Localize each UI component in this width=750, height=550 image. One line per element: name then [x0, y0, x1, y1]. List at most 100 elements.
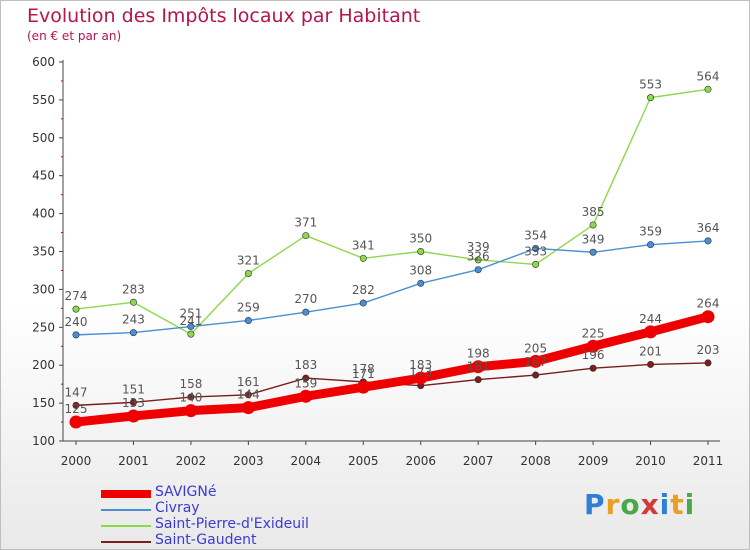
x-tick-label: 2000: [61, 454, 92, 468]
data-label: 198: [467, 347, 490, 361]
y-tick-label: 200: [32, 358, 55, 372]
legend-label: Saint-Pierre-d'Exideuil: [155, 516, 309, 532]
data-point: [129, 398, 137, 406]
data-label: 171: [352, 367, 375, 381]
data-point: [187, 323, 195, 331]
data-point: [69, 415, 83, 429]
y-tick-label: 600: [32, 55, 55, 69]
chart-title: Evolution des Impôts locaux par Habitant: [27, 5, 421, 27]
data-label: 181: [467, 360, 490, 374]
data-point: [532, 371, 540, 379]
data-point: [704, 359, 712, 367]
data-label: 133: [122, 396, 145, 410]
x-tick-label: 2009: [578, 454, 609, 468]
logo-letter: r: [605, 488, 621, 521]
data-point: [647, 94, 655, 102]
x-tick-label: 2008: [520, 454, 551, 468]
data-point: [417, 279, 425, 287]
y-tick-label: 350: [32, 245, 55, 259]
data-label: 183: [409, 358, 432, 372]
data-point: [532, 244, 540, 252]
y-tick-label: 450: [32, 169, 55, 183]
data-label: 159: [294, 376, 317, 390]
data-label: 385: [582, 205, 605, 219]
data-point: [704, 85, 712, 93]
data-point: [529, 354, 543, 368]
x-tick-label: 2001: [118, 454, 149, 468]
x-tick-label: 2003: [233, 454, 264, 468]
data-point: [302, 232, 310, 240]
legend-swatch: [101, 490, 151, 498]
data-label: 201: [639, 344, 662, 358]
data-label: 264: [697, 297, 720, 311]
data-point: [474, 266, 482, 274]
data-label: 354: [524, 228, 547, 242]
data-point: [187, 393, 195, 401]
data-label: 270: [294, 292, 317, 306]
data-point: [414, 371, 428, 385]
legend-label: SAVIGNé: [155, 484, 217, 500]
logo-letter: i: [684, 488, 696, 521]
data-label: 364: [697, 221, 720, 235]
data-label: 187: [524, 355, 547, 369]
y-tick-label: 300: [32, 282, 55, 296]
data-label: 283: [122, 282, 145, 296]
data-point: [129, 329, 137, 337]
data-label: 251: [179, 307, 202, 321]
data-label: 203: [697, 343, 720, 357]
data-label: 161: [237, 375, 260, 389]
data-label: 259: [237, 300, 260, 314]
data-label: 321: [237, 253, 260, 267]
y-tick-label: 150: [32, 396, 55, 410]
data-point: [589, 221, 597, 229]
data-point: [647, 360, 655, 368]
x-tick-label: 2007: [463, 454, 494, 468]
series-line-1: [75, 240, 709, 336]
logo-letter: x: [640, 488, 660, 521]
x-tick-label: 2006: [405, 454, 436, 468]
data-label: 183: [294, 358, 317, 372]
y-tick-label: 550: [32, 93, 55, 107]
y-tick-label: 100: [32, 434, 55, 448]
data-label: 140: [179, 391, 202, 405]
data-point: [126, 409, 140, 423]
series-line-0: [71, 312, 713, 427]
x-tick-label: 2002: [176, 454, 207, 468]
legend-swatch: [101, 509, 151, 511]
data-point: [474, 256, 482, 264]
data-label: 564: [697, 69, 720, 83]
data-label: 225: [582, 326, 605, 340]
data-label: 339: [467, 240, 490, 254]
data-label: 147: [65, 385, 88, 399]
x-tick-label: 2010: [635, 454, 666, 468]
data-point: [129, 298, 137, 306]
data-label: 151: [122, 382, 145, 396]
data-point: [647, 241, 655, 249]
data-point: [241, 401, 255, 415]
data-label: 371: [294, 216, 317, 230]
data-point: [704, 237, 712, 245]
data-label: 333: [524, 244, 547, 258]
data-point: [302, 374, 310, 382]
proxiti-logo: Proxiti: [584, 488, 695, 521]
x-tick-label: 2011: [693, 454, 724, 468]
data-label: 359: [639, 225, 662, 239]
data-point: [356, 380, 370, 394]
data-label: 178: [352, 362, 375, 376]
data-point: [417, 248, 425, 256]
data-point: [532, 260, 540, 268]
data-label: 196: [582, 348, 605, 362]
data-label: 341: [352, 238, 375, 252]
data-label: 240: [65, 315, 88, 329]
data-label: 173: [409, 366, 432, 380]
data-label: 274: [65, 289, 88, 303]
data-point: [474, 376, 482, 384]
data-label: 125: [65, 402, 88, 416]
logo-letter: o: [620, 488, 641, 521]
data-point: [586, 339, 600, 353]
data-point: [644, 325, 658, 339]
data-point: [359, 254, 367, 262]
data-label: 205: [524, 341, 547, 355]
series-line-2: [75, 88, 709, 335]
